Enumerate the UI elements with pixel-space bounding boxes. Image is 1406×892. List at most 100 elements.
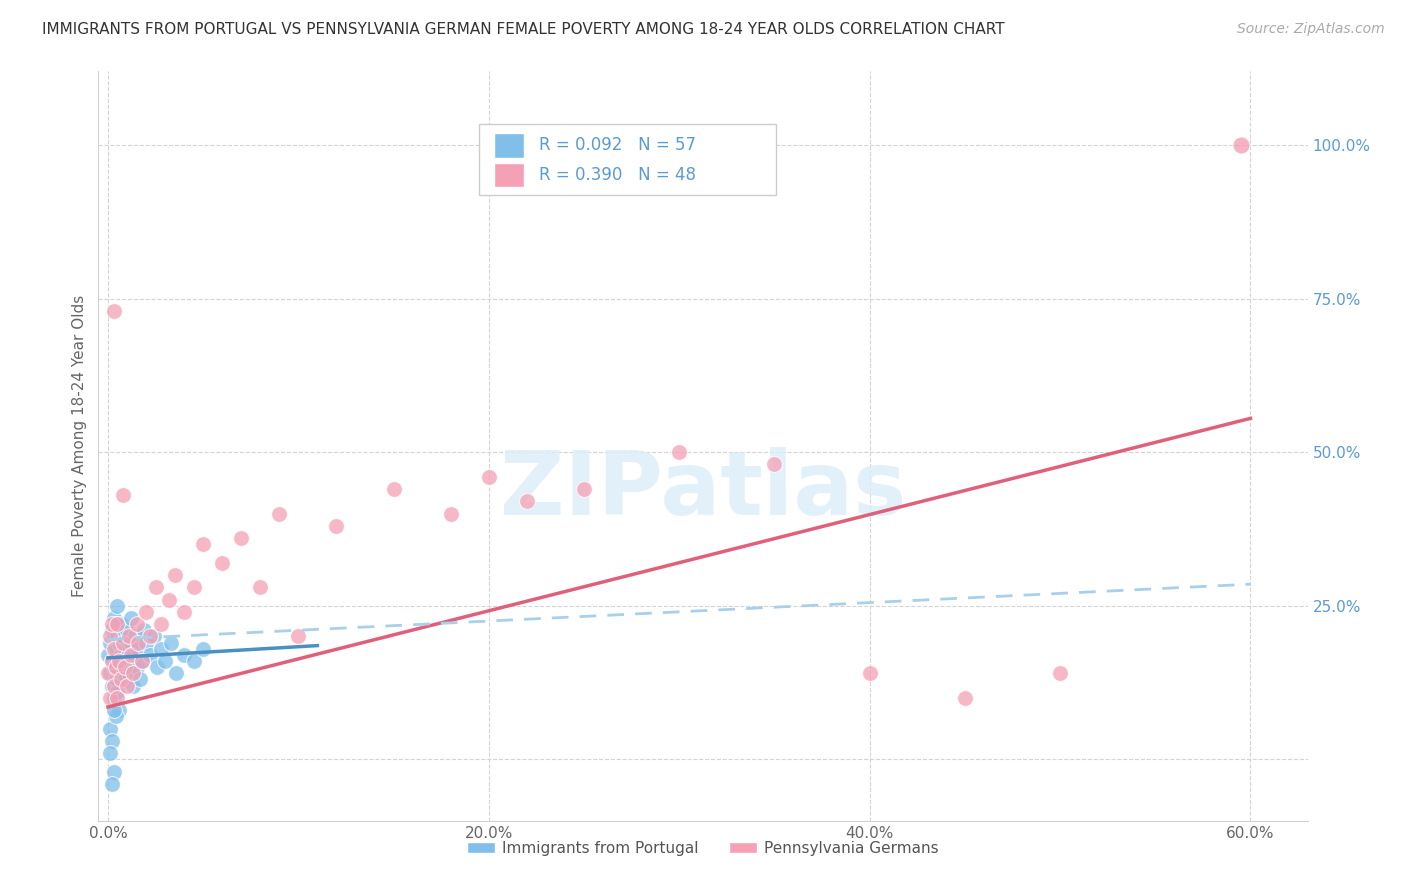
Text: IMMIGRANTS FROM PORTUGAL VS PENNSYLVANIA GERMAN FEMALE POVERTY AMONG 18-24 YEAR : IMMIGRANTS FROM PORTUGAL VS PENNSYLVANIA… bbox=[42, 22, 1005, 37]
Point bbox=[114, 660, 136, 674]
Point bbox=[183, 580, 205, 594]
Point bbox=[325, 519, 347, 533]
Point bbox=[120, 648, 142, 662]
Point bbox=[104, 673, 127, 687]
Y-axis label: Female Poverty Among 18-24 Year Olds: Female Poverty Among 18-24 Year Olds bbox=[72, 295, 87, 597]
Point bbox=[146, 660, 169, 674]
Point bbox=[135, 605, 157, 619]
Point bbox=[108, 654, 131, 668]
Point bbox=[100, 617, 122, 632]
Point bbox=[150, 617, 173, 632]
Point bbox=[108, 666, 131, 681]
Point bbox=[953, 690, 976, 705]
Point bbox=[104, 709, 127, 723]
Point bbox=[100, 654, 122, 668]
Point bbox=[191, 641, 214, 656]
Text: Source: ZipAtlas.com: Source: ZipAtlas.com bbox=[1237, 22, 1385, 37]
Point bbox=[98, 722, 121, 736]
Point bbox=[103, 304, 125, 318]
Point bbox=[131, 654, 153, 668]
Point bbox=[100, 777, 122, 791]
Point bbox=[382, 482, 405, 496]
Point bbox=[478, 469, 501, 483]
Point bbox=[269, 507, 291, 521]
Point bbox=[129, 673, 152, 687]
Point bbox=[112, 660, 135, 674]
Point bbox=[115, 624, 138, 638]
Point bbox=[108, 703, 131, 717]
Point bbox=[287, 629, 309, 643]
Point bbox=[108, 635, 131, 649]
Point bbox=[98, 746, 121, 760]
Point bbox=[134, 624, 156, 638]
Point bbox=[107, 617, 129, 632]
Point bbox=[859, 666, 882, 681]
Text: R = 0.390   N = 48: R = 0.390 N = 48 bbox=[538, 166, 696, 184]
Point bbox=[120, 611, 142, 625]
Point bbox=[145, 580, 167, 594]
Point bbox=[103, 690, 125, 705]
Point bbox=[100, 624, 122, 638]
Point bbox=[114, 641, 136, 656]
FancyBboxPatch shape bbox=[479, 124, 776, 195]
Point bbox=[142, 629, 165, 643]
Legend: Immigrants from Portugal, Pennsylvania Germans: Immigrants from Portugal, Pennsylvania G… bbox=[461, 835, 945, 862]
Point bbox=[104, 641, 127, 656]
Point bbox=[249, 580, 271, 594]
Point bbox=[115, 654, 138, 668]
Point bbox=[131, 654, 153, 668]
Point bbox=[127, 641, 149, 656]
Point bbox=[150, 641, 173, 656]
Point bbox=[516, 494, 538, 508]
Point bbox=[668, 445, 690, 459]
Point bbox=[107, 690, 129, 705]
Point bbox=[104, 660, 127, 674]
Point bbox=[98, 666, 121, 681]
Point bbox=[110, 617, 132, 632]
Point bbox=[163, 568, 186, 582]
Point bbox=[121, 666, 143, 681]
Point bbox=[139, 629, 162, 643]
Point bbox=[157, 592, 180, 607]
Point bbox=[98, 690, 121, 705]
Point bbox=[104, 617, 127, 632]
Point bbox=[572, 482, 595, 496]
Point bbox=[97, 648, 120, 662]
Point bbox=[103, 764, 125, 779]
Point bbox=[103, 660, 125, 674]
Point bbox=[103, 703, 125, 717]
Point bbox=[100, 654, 122, 668]
Point bbox=[98, 629, 121, 643]
Point bbox=[118, 629, 141, 643]
Point bbox=[166, 666, 188, 681]
Point bbox=[107, 684, 129, 698]
FancyBboxPatch shape bbox=[494, 162, 524, 187]
Point bbox=[159, 635, 181, 649]
Point bbox=[1049, 666, 1071, 681]
Point bbox=[107, 599, 129, 613]
Point bbox=[173, 605, 195, 619]
Point bbox=[121, 679, 143, 693]
Point bbox=[1230, 138, 1253, 153]
Point bbox=[118, 666, 141, 681]
Point bbox=[110, 673, 132, 687]
Point bbox=[100, 733, 122, 747]
Point bbox=[183, 654, 205, 668]
Point bbox=[98, 635, 121, 649]
Point bbox=[112, 635, 135, 649]
Point bbox=[103, 679, 125, 693]
Point bbox=[103, 611, 125, 625]
Point bbox=[125, 660, 148, 674]
Point bbox=[231, 531, 253, 545]
Point bbox=[121, 648, 143, 662]
Text: ZIPatlas: ZIPatlas bbox=[501, 448, 905, 534]
Point bbox=[103, 641, 125, 656]
Point bbox=[107, 629, 129, 643]
Point bbox=[97, 666, 120, 681]
Point bbox=[120, 635, 142, 649]
Point bbox=[110, 648, 132, 662]
Point bbox=[153, 654, 176, 668]
Point bbox=[107, 654, 129, 668]
Point bbox=[115, 679, 138, 693]
Point bbox=[103, 629, 125, 643]
